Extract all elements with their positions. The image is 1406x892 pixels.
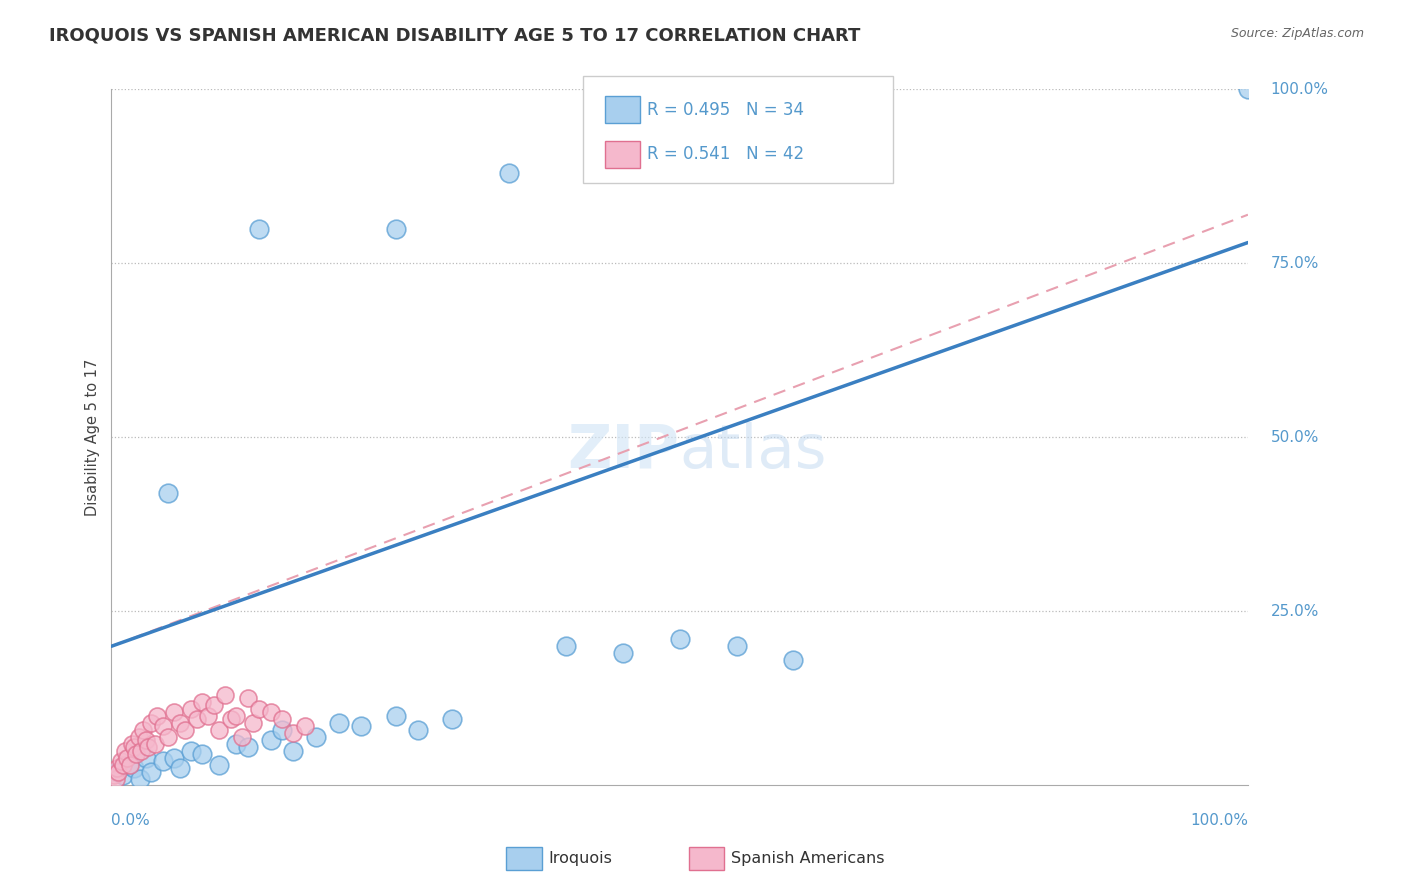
Point bbox=[125, 747, 148, 761]
Point bbox=[294, 719, 316, 733]
Text: Iroquois: Iroquois bbox=[548, 851, 612, 865]
Point bbox=[441, 712, 464, 726]
Point bbox=[236, 740, 259, 755]
Point bbox=[384, 709, 406, 723]
Point bbox=[782, 653, 804, 667]
Point bbox=[152, 719, 174, 733]
Point bbox=[555, 639, 578, 653]
Text: 50.0%: 50.0% bbox=[1271, 430, 1319, 445]
Point bbox=[214, 688, 236, 702]
Point bbox=[247, 702, 270, 716]
Text: Spanish Americans: Spanish Americans bbox=[731, 851, 884, 865]
Point bbox=[225, 709, 247, 723]
Point bbox=[169, 761, 191, 775]
Text: R = 0.541   N = 42: R = 0.541 N = 42 bbox=[647, 145, 804, 163]
Text: atlas: atlas bbox=[679, 422, 827, 481]
Point bbox=[107, 764, 129, 779]
Point bbox=[152, 754, 174, 768]
Point bbox=[498, 166, 520, 180]
Point bbox=[186, 712, 208, 726]
Point bbox=[105, 764, 128, 779]
Point bbox=[197, 709, 219, 723]
Point bbox=[1237, 82, 1260, 96]
Point bbox=[134, 750, 156, 764]
Point bbox=[283, 744, 305, 758]
Point bbox=[283, 726, 305, 740]
Point bbox=[384, 221, 406, 235]
Point bbox=[169, 715, 191, 730]
Point bbox=[191, 695, 214, 709]
Text: Source: ZipAtlas.com: Source: ZipAtlas.com bbox=[1230, 27, 1364, 40]
Point bbox=[191, 747, 214, 761]
Point bbox=[219, 712, 242, 726]
Point bbox=[136, 740, 159, 755]
Point bbox=[208, 757, 231, 772]
Text: 100.0%: 100.0% bbox=[1271, 82, 1329, 97]
Point bbox=[103, 768, 125, 782]
Point bbox=[725, 639, 748, 653]
Text: R = 0.495   N = 34: R = 0.495 N = 34 bbox=[647, 101, 804, 119]
Point bbox=[231, 730, 253, 744]
Point bbox=[174, 723, 197, 737]
Point bbox=[270, 723, 292, 737]
Text: 75.0%: 75.0% bbox=[1271, 256, 1319, 271]
Point bbox=[117, 757, 139, 772]
Point bbox=[117, 750, 139, 764]
Point bbox=[406, 723, 429, 737]
Point bbox=[157, 486, 180, 500]
Point bbox=[143, 737, 166, 751]
Point bbox=[110, 754, 132, 768]
Point bbox=[163, 750, 186, 764]
Point bbox=[668, 632, 690, 647]
Point bbox=[122, 761, 145, 775]
Point bbox=[111, 757, 134, 772]
Point bbox=[141, 715, 163, 730]
Point bbox=[163, 706, 186, 720]
Point bbox=[242, 715, 264, 730]
Point bbox=[121, 737, 143, 751]
Point bbox=[236, 691, 259, 706]
Point bbox=[305, 730, 328, 744]
Point bbox=[225, 737, 247, 751]
Point bbox=[180, 702, 202, 716]
Point bbox=[146, 709, 169, 723]
Point bbox=[270, 712, 292, 726]
Text: 25.0%: 25.0% bbox=[1271, 604, 1319, 619]
Point bbox=[105, 761, 128, 775]
Point bbox=[208, 723, 231, 737]
Point bbox=[180, 744, 202, 758]
Point bbox=[128, 772, 150, 786]
Point bbox=[129, 744, 152, 758]
Text: 0.0%: 0.0% bbox=[111, 814, 150, 829]
Point bbox=[118, 757, 141, 772]
Point bbox=[114, 744, 136, 758]
Point bbox=[104, 772, 127, 786]
Text: 100.0%: 100.0% bbox=[1189, 814, 1249, 829]
Text: IROQUOIS VS SPANISH AMERICAN DISABILITY AGE 5 TO 17 CORRELATION CHART: IROQUOIS VS SPANISH AMERICAN DISABILITY … bbox=[49, 27, 860, 45]
Point bbox=[134, 733, 156, 747]
Point bbox=[128, 730, 150, 744]
Point bbox=[259, 733, 281, 747]
Point bbox=[122, 740, 145, 755]
Point bbox=[247, 221, 270, 235]
Point bbox=[328, 715, 350, 730]
Point bbox=[612, 646, 634, 660]
Y-axis label: Disability Age 5 to 17: Disability Age 5 to 17 bbox=[86, 359, 100, 516]
Point bbox=[350, 719, 373, 733]
Point bbox=[132, 723, 155, 737]
Point bbox=[202, 698, 225, 713]
Point bbox=[157, 730, 180, 744]
Point bbox=[111, 768, 134, 782]
Point bbox=[141, 764, 163, 779]
Point bbox=[259, 706, 281, 720]
Text: ZIP: ZIP bbox=[568, 422, 679, 481]
